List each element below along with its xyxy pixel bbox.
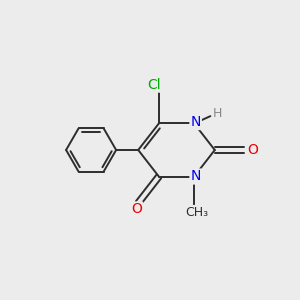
Text: Cl: Cl (148, 78, 161, 92)
Text: N: N (190, 169, 201, 184)
Text: O: O (247, 143, 258, 157)
Text: O: O (131, 202, 142, 217)
Text: H: H (213, 107, 222, 120)
Text: CH₃: CH₃ (185, 206, 209, 219)
Text: N: N (190, 115, 201, 129)
